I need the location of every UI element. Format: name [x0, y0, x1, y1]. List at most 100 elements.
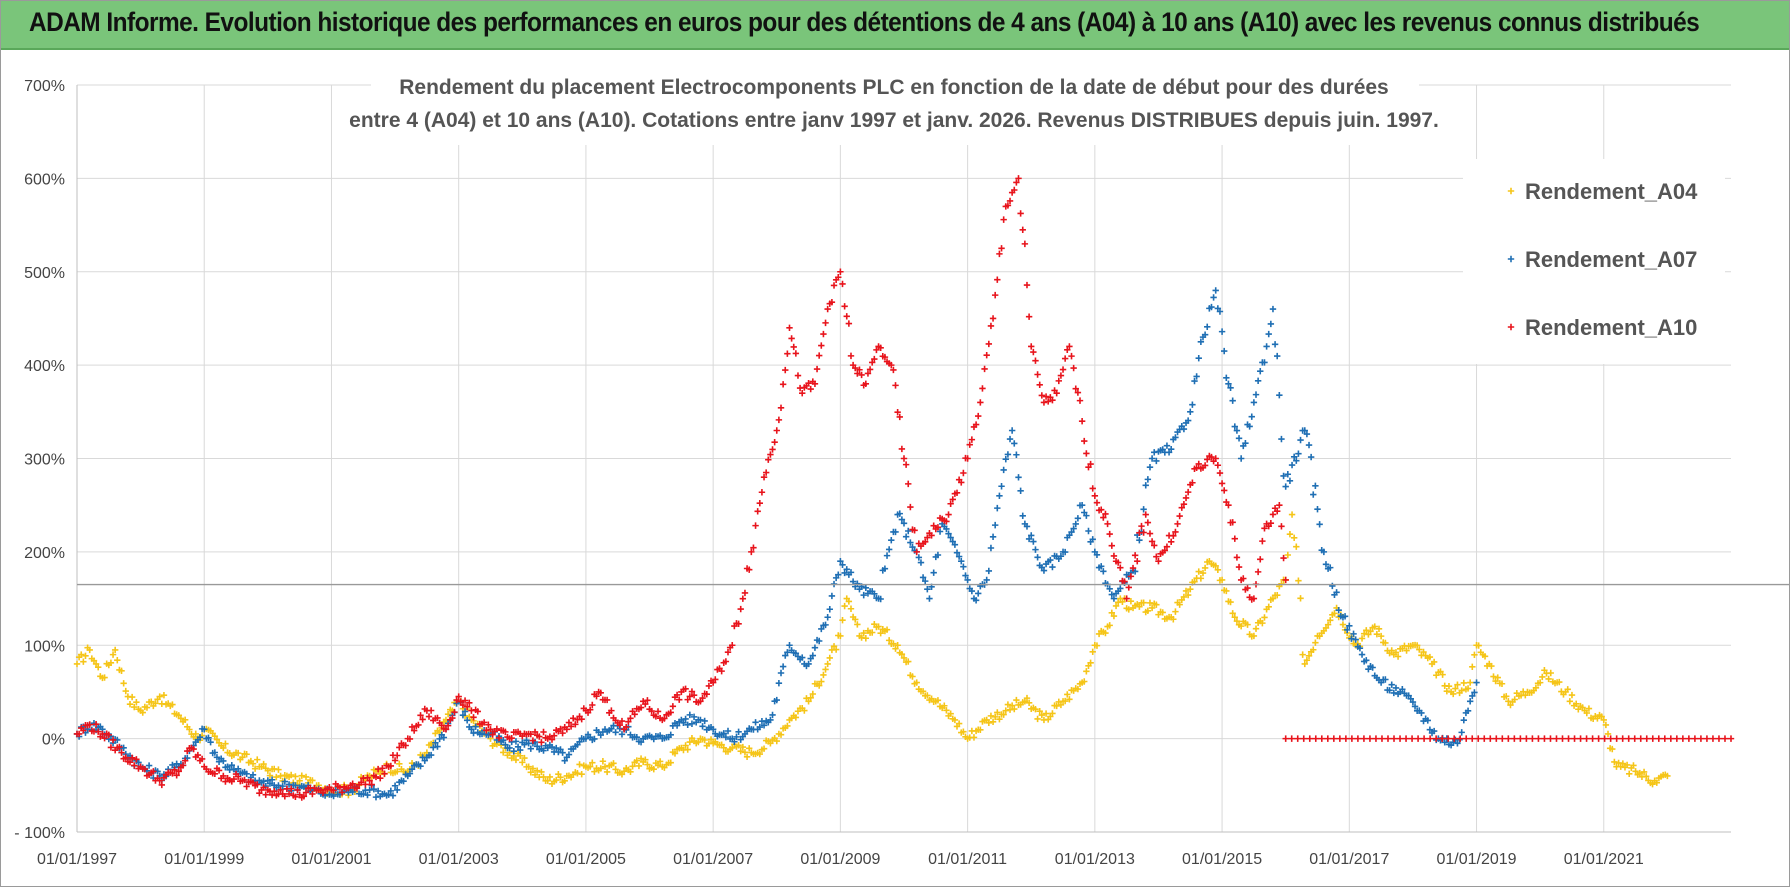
data-point: [177, 715, 185, 722]
data-point: [669, 703, 677, 710]
data-point: [95, 728, 102, 735]
data-point: [1257, 367, 1264, 375]
data-point: [1547, 735, 1554, 742]
data-point: [822, 621, 829, 629]
data-point: [682, 742, 689, 749]
data-point: [928, 532, 935, 539]
data-point: [1636, 769, 1644, 777]
data-point: [1443, 688, 1451, 695]
data-point: [1074, 685, 1082, 693]
data-point: [75, 730, 83, 738]
data-point: [1049, 397, 1056, 404]
data-point: [1439, 671, 1446, 678]
data-point: [1388, 681, 1395, 688]
data-point: [603, 768, 611, 776]
data-point: [330, 787, 337, 794]
data-point: [1221, 347, 1228, 355]
data-point: [217, 775, 225, 782]
data-point: [1140, 506, 1147, 513]
data-point: [1529, 735, 1536, 742]
data-point: [249, 771, 257, 779]
data-point: [1265, 330, 1272, 338]
data-point: [591, 768, 598, 775]
data-point: [1471, 651, 1478, 659]
data-point: [421, 757, 428, 764]
data-point: [947, 710, 954, 717]
data-point: [576, 761, 583, 768]
data-point: [1087, 659, 1094, 667]
data-point: [1210, 294, 1217, 301]
data-point: [726, 644, 734, 651]
data-point: [1303, 656, 1311, 664]
data-point: [396, 760, 403, 768]
data-point: [1210, 458, 1217, 465]
data-point: [527, 769, 534, 776]
data-point: [1208, 453, 1215, 461]
data-point: [1106, 585, 1113, 593]
data-point: [654, 708, 662, 715]
data-point: [512, 738, 520, 745]
data-point: [752, 719, 759, 726]
data-point: [733, 733, 740, 741]
data-point: [1227, 384, 1234, 391]
data-point: [1341, 613, 1349, 620]
data-point: [1015, 175, 1022, 182]
data-point: [1114, 559, 1122, 566]
y-tick-label: 300%: [24, 452, 65, 469]
data-point: [962, 454, 969, 462]
data-point: [1571, 735, 1578, 742]
data-point: [1604, 730, 1612, 738]
data-point: [1267, 320, 1275, 328]
data-point: [92, 660, 100, 668]
data-point: [1601, 735, 1608, 742]
data-point: [264, 767, 272, 774]
data-point: [357, 779, 365, 786]
data-point: [1409, 698, 1417, 706]
data-point: [1061, 355, 1069, 362]
data-point: [667, 731, 674, 739]
data-point: [141, 765, 149, 773]
data-point: [1352, 636, 1359, 643]
data-point: [847, 569, 855, 576]
x-tick-label: 01/01/2021: [1564, 851, 1644, 868]
data-point: [451, 708, 458, 716]
data-point: [1280, 472, 1287, 480]
data-point: [1212, 287, 1219, 294]
data-point: [1293, 543, 1300, 550]
data-point: [1155, 558, 1162, 565]
data-point: [1261, 525, 1268, 532]
data-point: [1244, 621, 1251, 628]
data-point: [213, 736, 221, 743]
data-point: [542, 777, 549, 785]
data-point: [553, 776, 560, 784]
data-point: [1180, 593, 1188, 601]
data-point: [1553, 735, 1560, 742]
data-point: [1025, 699, 1033, 706]
data-point: [1494, 674, 1501, 681]
data-point: [801, 707, 808, 714]
data-point: [237, 778, 244, 785]
data-point: [540, 773, 547, 781]
data-point: [813, 365, 821, 373]
data-point: [885, 637, 893, 644]
data-point: [943, 525, 950, 533]
data-point: [78, 651, 85, 658]
data-point: [1703, 735, 1711, 742]
series-rendement-a10: [73, 175, 1289, 801]
data-point: [849, 578, 857, 585]
legend: Rendement_A04 Rendement_A07 Rendement_A10: [1463, 159, 1725, 364]
data-point: [1248, 596, 1255, 603]
data-point: [741, 589, 749, 597]
data-point: [1070, 364, 1077, 372]
data-point: [1047, 556, 1054, 564]
data-point: [1028, 532, 1035, 539]
data-point: [527, 731, 534, 738]
data-point: [379, 765, 386, 772]
data-point: [1655, 735, 1662, 742]
data-point: [508, 734, 515, 742]
data-point: [924, 585, 931, 593]
data-point: [521, 741, 528, 748]
data-point: [154, 696, 161, 703]
data-point: [718, 667, 725, 675]
